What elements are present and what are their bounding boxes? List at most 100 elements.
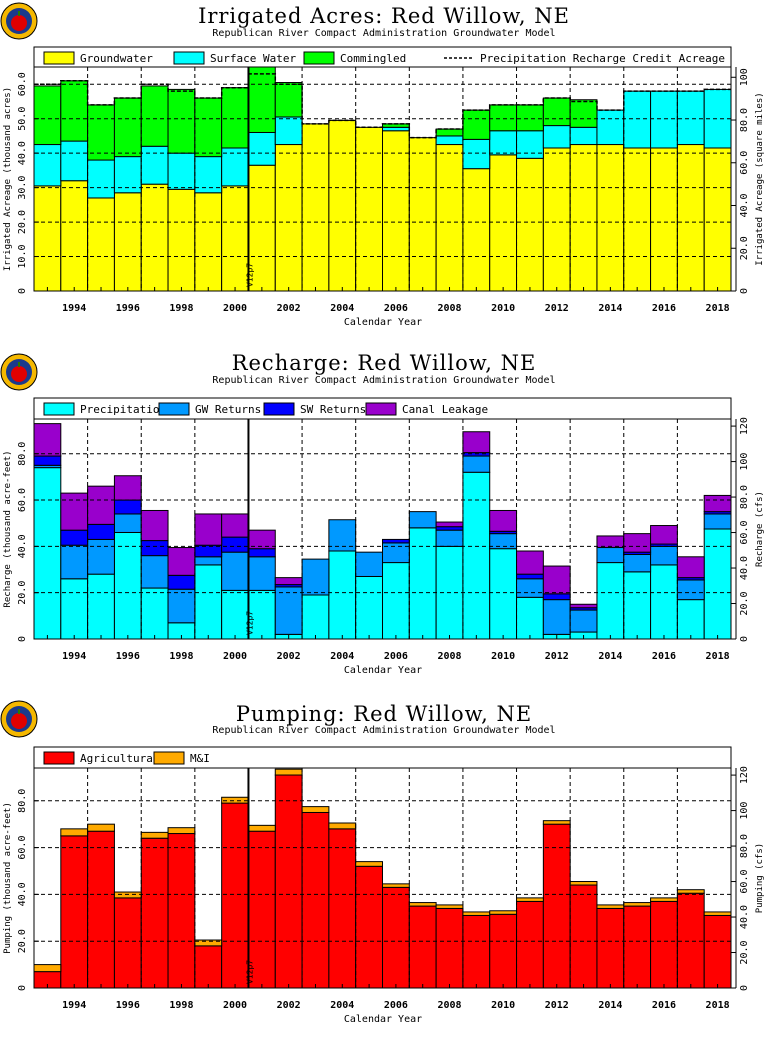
chart-subtitle: Republican River Compact Administration … [212, 725, 556, 736]
plot-border [33, 46, 732, 292]
legend-swatch [303, 51, 335, 65]
bar-segment [221, 551, 249, 591]
bar-segment [462, 168, 491, 292]
x-tick-label: 2008 [437, 651, 461, 662]
bar-segment [703, 513, 732, 530]
bar-segment [382, 538, 410, 544]
bar-segment [489, 130, 518, 156]
bar-segment [355, 575, 384, 640]
x-axis-label: Calendar Year [344, 665, 422, 676]
x-tick-label: 2014 [598, 303, 622, 314]
bar-segment [301, 558, 330, 596]
y-tick-label: 20.0 [17, 210, 28, 234]
x-tick-label: 2002 [277, 1000, 301, 1011]
x-axis-label: Calendar Year [344, 317, 422, 328]
x-tick-label: 2012 [545, 1000, 569, 1011]
bar-segment [194, 556, 223, 566]
bar-segment [650, 525, 678, 545]
bar-segment [87, 523, 115, 540]
bar-segment [435, 904, 464, 909]
bar-segment [194, 945, 223, 989]
y-axis-label: Irrigated Acreage (thousand acres) [3, 87, 13, 271]
bar-segment [516, 900, 544, 989]
version-label: V12p7 [245, 263, 254, 287]
bar-segment [542, 97, 571, 127]
bar-segment [462, 911, 491, 916]
y-tick-label: 0 [17, 636, 28, 642]
x-tick-label: 2018 [706, 303, 730, 314]
bar-segment [462, 109, 491, 140]
x-tick-label: 2004 [330, 1000, 354, 1011]
bar-segment [703, 528, 732, 640]
bar-segment [382, 562, 410, 640]
bar-segment [542, 565, 571, 595]
x-tick-label: 2008 [437, 1000, 461, 1011]
y2-tick-label: 0 [739, 985, 750, 991]
y2-tick-label: 80.0 [739, 485, 750, 509]
bar-segment [703, 911, 732, 916]
version-label: V12p7 [245, 611, 254, 635]
bar-segment [435, 521, 464, 528]
y2-tick-label: 20.0 [739, 940, 750, 964]
bar-segment [274, 116, 303, 146]
bar-segment [328, 828, 357, 989]
chart-title: Pumping: Red Willow, NE [235, 702, 533, 726]
x-tick-label: 2014 [598, 651, 622, 662]
x-tick-label: 1996 [116, 303, 140, 314]
bar-segment [167, 88, 196, 154]
bar-segment [516, 596, 544, 640]
x-tick-label: 2000 [223, 651, 247, 662]
bar-segment [167, 827, 196, 835]
legend-label: SW Returns [300, 403, 366, 416]
y-tick-label: 10.0 [17, 244, 28, 268]
bar-segment [328, 519, 357, 552]
apple-logo-icon [0, 353, 38, 391]
x-tick-label: 2004 [330, 651, 354, 662]
bar-segment [569, 126, 598, 146]
bar-segment [489, 509, 518, 532]
bar-segment [167, 188, 196, 292]
x-tick-label: 2002 [277, 651, 301, 662]
bar-segment [194, 192, 223, 292]
bar-segment [408, 902, 437, 907]
x-axis-label: Calendar Year [344, 1014, 422, 1025]
bar-segment [167, 152, 196, 190]
bar-segment [167, 547, 196, 576]
bar-segment [542, 593, 571, 601]
apple-logo-icon [0, 700, 38, 738]
bar-segment [676, 90, 705, 146]
bar-segment [435, 907, 464, 989]
y-tick-label: 0 [17, 288, 28, 294]
plot-border [33, 746, 732, 989]
bar-segment [408, 527, 437, 640]
y-tick-label: 60.0 [17, 72, 28, 96]
y2-axis-label: Pumping (cfs) [755, 843, 765, 913]
bar-segment [676, 892, 705, 989]
y2-tick-label: 40.0 [739, 193, 750, 217]
bar-segment [596, 535, 625, 549]
y2-tick-label: 100 [739, 68, 750, 86]
bar-segment [87, 485, 115, 525]
bar-segment [221, 87, 249, 149]
bar-segment [140, 540, 169, 557]
bar-segment [382, 542, 410, 564]
bar-segment [355, 865, 384, 989]
bar-segment [382, 130, 410, 292]
y2-tick-label: 100 [739, 453, 750, 471]
bar-segment [60, 80, 89, 142]
bar-segment [596, 904, 625, 909]
bar-segment [87, 573, 115, 640]
bar-segment [623, 553, 652, 573]
bar-segment [33, 144, 62, 187]
x-tick-label: 1996 [116, 651, 140, 662]
y2-tick-label: 0 [739, 636, 750, 642]
y-tick-label: 30.0 [17, 176, 28, 200]
x-tick-label: 2006 [384, 303, 408, 314]
y-tick-label: 80.0 [17, 789, 28, 813]
x-tick-label: 1994 [62, 1000, 86, 1011]
bar-segment [194, 513, 223, 546]
bar-segment [301, 811, 330, 989]
bar-segment [33, 467, 62, 640]
y2-tick-label: 20.0 [739, 236, 750, 260]
y2-tick-label: 20.0 [739, 591, 750, 615]
